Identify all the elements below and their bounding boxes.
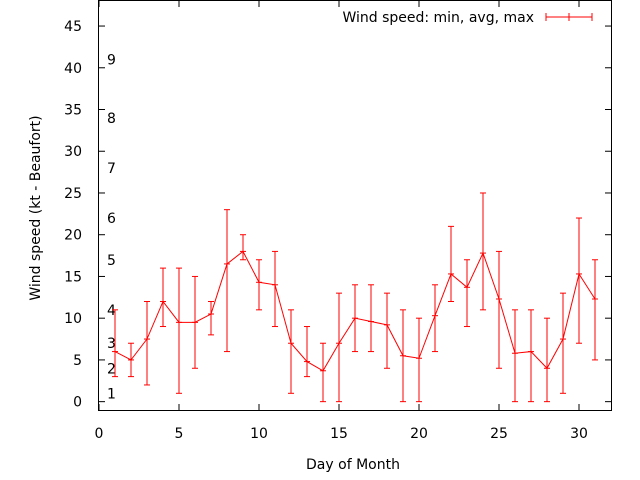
y-tick-label: 0 [73,395,82,411]
beaufort-label: 2 [107,361,116,377]
plot-frame [98,0,612,411]
beaufort-label: 3 [107,336,116,352]
legend-label: Wind speed: min, avg, max [342,10,534,26]
y-tick-label: 20 [64,228,82,244]
x-tick-label: 10 [250,426,268,442]
y-tick-label: 10 [64,311,82,327]
y-tick-label: 30 [64,144,82,160]
beaufort-label: 1 [107,386,116,402]
beaufort-label: 9 [107,52,116,68]
x-axis-label: Day of Month [306,457,400,473]
x-tick-label: 0 [95,426,104,442]
x-tick-label: 30 [570,426,588,442]
beaufort-label: 6 [107,211,116,227]
y-tick-label: 15 [64,269,82,285]
x-tick-label: 15 [330,426,348,442]
y-tick-label: 45 [64,19,82,35]
x-tick-label: 20 [410,426,428,442]
y-tick-label: 5 [73,353,82,369]
beaufort-label: 8 [107,111,116,127]
series-layer [112,192,598,403]
y-axis-label: Wind speed (kt - Beaufort) [28,115,44,300]
beaufort-labels: 1 2 3 4 5 6 7 8 9 [107,52,116,402]
y-tick-label: 40 [64,61,82,77]
beaufort-label: 4 [107,303,116,319]
y-tick-label: 35 [64,103,82,119]
beaufort-label: 7 [107,161,116,177]
legend: Wind speed: min, avg, max [342,10,593,26]
x-tick-label: 5 [175,426,184,442]
beaufort-label: 5 [107,253,116,269]
x-tick-label: 25 [490,426,508,442]
y-tick-label: 25 [64,186,82,202]
